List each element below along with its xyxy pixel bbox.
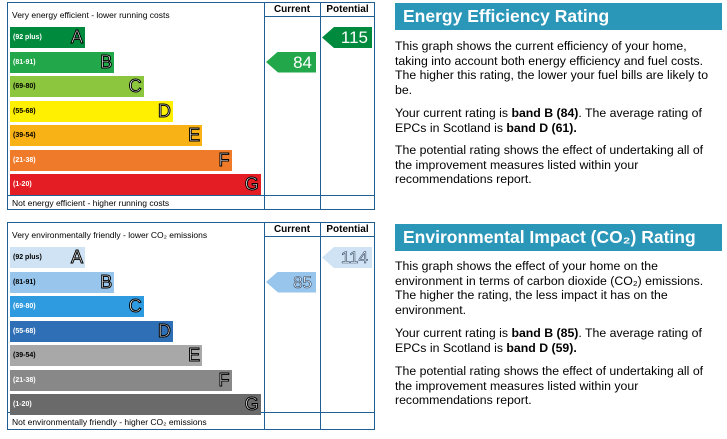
band-range: (92 plus) — [13, 254, 42, 261]
current-band-text: band B (84) — [511, 106, 579, 120]
band-range: (1-20) — [13, 401, 32, 408]
current-rating-arrow: 85 — [266, 271, 316, 293]
energy-current-summary: Your current rating is band B (84). The … — [395, 106, 722, 135]
band-b: (81-91) B — [10, 51, 115, 73]
band-letter: E — [188, 125, 201, 145]
average-band-text: band D (59). — [506, 340, 577, 355]
environmental-impact-chart: Current Potential Very environmentally f… — [7, 222, 375, 430]
band-range: (39-54) — [13, 132, 36, 139]
band-d: (55-68) D — [10, 320, 173, 342]
band-range: (21-38) — [13, 376, 36, 384]
divider — [264, 236, 374, 237]
band-range: (81-91) — [13, 278, 36, 286]
chart-bottom-caption: Not energy efficient - higher running co… — [12, 198, 170, 208]
band-range: (69-80) — [13, 303, 36, 310]
divider — [8, 195, 374, 196]
band-c: (69-80) C — [10, 76, 144, 97]
summary-text: . The average rating of EPCs in Scotland… — [395, 106, 702, 135]
chart-top-caption: Very environmentally friendly - lower CO… — [12, 230, 208, 240]
band-a: (92 plus) A — [10, 27, 85, 48]
band-letter: B — [100, 271, 113, 292]
band-e: (39-54) E — [10, 125, 203, 146]
band-range: (92 plus) — [13, 34, 42, 41]
current-band-text: band B (85) — [511, 326, 579, 340]
chart-bottom-caption: Not environmentally friendly - higher CO… — [12, 417, 207, 427]
environment-current-summary: Your current rating is band B (85). The … — [395, 326, 722, 355]
current-column-header: Current — [273, 4, 311, 15]
band-letter: C — [128, 76, 142, 96]
band-letter: D — [157, 320, 171, 341]
band-c: (69-80) C — [10, 296, 144, 317]
band-range: (69-80) — [13, 83, 36, 90]
band-g: (1-20) G — [10, 174, 261, 195]
divider — [264, 223, 265, 429]
band-range: (81-91) — [13, 58, 36, 66]
summary-text: Your current rating is — [395, 106, 512, 120]
band-letter: G — [244, 174, 259, 194]
energy-panel-title: Energy Efficiency Rating — [395, 3, 722, 30]
current-rating-arrow: 84 — [266, 51, 316, 73]
band-b: (81-91) B — [10, 271, 115, 293]
potential-rating-arrow: 114 — [322, 247, 372, 268]
summary-text: Your current rating is — [395, 326, 512, 340]
summary-text: . The average rating of EPCs in Scotland… — [395, 326, 702, 355]
band-g: (1-20) G — [10, 394, 261, 415]
band-letter: F — [218, 149, 230, 170]
band-letter: A — [70, 27, 83, 47]
band-range: (55-68) — [13, 107, 36, 115]
band-range: (39-54) — [13, 352, 36, 359]
band-f: (21-38) F — [10, 369, 232, 391]
band-letter: C — [128, 296, 142, 316]
band-e: (39-54) E — [10, 345, 203, 366]
potential-column-header: Potential — [326, 4, 369, 15]
potential-column-header: Potential — [326, 224, 369, 235]
divider — [264, 3, 265, 209]
band-range: (21-38) — [13, 156, 36, 164]
chart-top-caption: Very energy efficient - lower running co… — [12, 10, 170, 20]
environment-potential-note: The potential rating shows the effect of… — [395, 364, 704, 408]
environment-description: This graph shows the effect of your home… — [395, 259, 704, 317]
energy-efficiency-chart: Current Potential Very energy efficient … — [7, 2, 375, 210]
current-column-header: Current — [273, 224, 311, 235]
divider — [320, 3, 321, 209]
band-f: (21-38) F — [10, 149, 232, 171]
band-d: (55-68) D — [10, 100, 173, 122]
band-range: (1-20) — [13, 181, 32, 188]
band-letter: G — [244, 394, 259, 414]
potential-rating-arrow: 115 — [322, 27, 372, 48]
band-letter: D — [157, 100, 171, 121]
energy-description: This graph shows the current efficiency … — [395, 39, 709, 97]
band-letter: B — [100, 51, 113, 72]
band-letter: F — [218, 369, 230, 390]
band-a: (92 plus) A — [10, 247, 85, 268]
energy-potential-note: The potential rating shows the effect of… — [395, 143, 704, 187]
environment-panel-title: Environmental Impact (CO₂) Rating — [395, 224, 722, 251]
band-range: (55-68) — [13, 327, 36, 335]
band-letter: E — [188, 345, 201, 365]
divider — [264, 16, 374, 17]
average-band-text: band D (61). — [506, 120, 577, 135]
divider — [320, 223, 321, 429]
band-letter: A — [70, 247, 83, 267]
